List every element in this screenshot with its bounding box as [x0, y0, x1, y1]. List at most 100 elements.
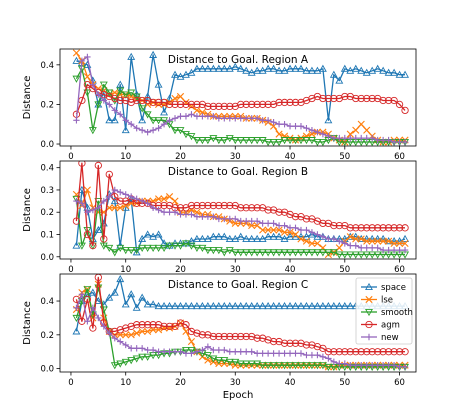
- axes-frame: [59, 273, 417, 373]
- data-point: [313, 249, 322, 257]
- data-point: [275, 222, 283, 229]
- data-point: [314, 351, 321, 359]
- data-point: [149, 346, 157, 354]
- data-point: [352, 134, 359, 142]
- data-point: [390, 96, 398, 105]
- data-point: [133, 329, 141, 337]
- y-tick-label: 0.4: [40, 164, 54, 174]
- data-point: [313, 232, 322, 240]
- data-point: [121, 300, 130, 308]
- data-point: [368, 348, 376, 356]
- data-point: [132, 303, 141, 311]
- data-point: [352, 362, 359, 369]
- data-point: [231, 358, 240, 366]
- data-point: [308, 229, 316, 236]
- data-point: [390, 348, 398, 356]
- subplot-3: 0 10 20 30 40 50 60 0.0 0.2 0.4 Distance to Goal. …: [22, 273, 417, 401]
- data-point: [275, 350, 283, 357]
- data-point: [253, 100, 261, 109]
- data-point: [358, 244, 365, 252]
- data-point: [368, 224, 376, 232]
- data-point: [105, 116, 114, 124]
- data-point: [374, 237, 382, 245]
- data-point: [232, 115, 239, 122]
- data-point: [242, 249, 251, 257]
- data-point: [231, 62, 240, 70]
- data-point: [165, 100, 174, 109]
- data-point: [292, 123, 299, 130]
- legend-marker-new: [365, 333, 373, 341]
- data-point: [182, 327, 190, 336]
- data-point: [226, 332, 234, 341]
- data-point: [330, 348, 338, 356]
- data-point: [390, 224, 398, 232]
- data-point: [94, 161, 102, 170]
- data-point: [215, 332, 223, 341]
- data-point: [258, 362, 267, 370]
- data-point: [95, 91, 102, 98]
- data-point: [384, 68, 393, 76]
- data-point: [379, 224, 387, 232]
- data-point: [379, 237, 387, 245]
- y-axis-label: Distance: [22, 76, 33, 120]
- data-point: [253, 222, 261, 230]
- data-point: [248, 332, 256, 341]
- data-point: [171, 322, 179, 331]
- data-point: [198, 234, 207, 242]
- x-tick-label: 0: [68, 152, 73, 162]
- data-point: [199, 213, 206, 220]
- data-point: [341, 348, 349, 356]
- data-point: [303, 124, 310, 132]
- data-point: [297, 339, 305, 347]
- data-point: [221, 115, 228, 122]
- data-point: [302, 132, 311, 140]
- data-point: [209, 102, 218, 111]
- data-point: [264, 226, 272, 234]
- x-tick-label: 60: [394, 378, 405, 388]
- data-point: [132, 355, 141, 363]
- data-point: [83, 286, 92, 294]
- data-point: [132, 248, 141, 256]
- data-point: [242, 234, 251, 242]
- legend-label-space: space: [381, 283, 406, 293]
- data-point: [154, 301, 163, 310]
- data-point: [237, 217, 244, 225]
- data-point: [144, 200, 151, 207]
- data-point: [318, 139, 327, 146]
- data-point: [374, 362, 381, 369]
- data-point: [374, 348, 382, 356]
- data-point: [401, 70, 410, 78]
- data-point: [308, 341, 316, 349]
- data-point: [374, 136, 381, 144]
- data-point: [105, 244, 114, 252]
- data-point: [253, 217, 261, 225]
- data-point: [122, 117, 129, 124]
- data-point: [160, 117, 169, 125]
- data-point: [127, 322, 135, 331]
- y-tick-label: 0.4: [40, 61, 54, 71]
- data-point: [291, 362, 300, 370]
- data-point: [330, 134, 338, 142]
- data-point: [314, 231, 321, 238]
- legend-marker-space: [365, 282, 373, 291]
- legend-label-smooth: smooth: [381, 308, 413, 318]
- data-point: [220, 232, 229, 240]
- data-point: [182, 347, 190, 355]
- axes-frame: [59, 48, 417, 147]
- data-point: [154, 230, 163, 238]
- data-point: [177, 348, 184, 355]
- data-point: [203, 137, 212, 145]
- data-point: [149, 98, 157, 107]
- y-tick-label: 0.0: [40, 365, 54, 375]
- data-point: [286, 301, 294, 310]
- x-tick-label: 30: [230, 378, 241, 388]
- data-point: [318, 362, 327, 370]
- data-point: [94, 225, 103, 234]
- data-point: [319, 233, 327, 240]
- data-point: [176, 319, 185, 327]
- data-point: [395, 239, 404, 247]
- data-point: [286, 224, 294, 232]
- data-point: [319, 344, 327, 352]
- data-point: [110, 116, 119, 124]
- data-point: [236, 249, 245, 257]
